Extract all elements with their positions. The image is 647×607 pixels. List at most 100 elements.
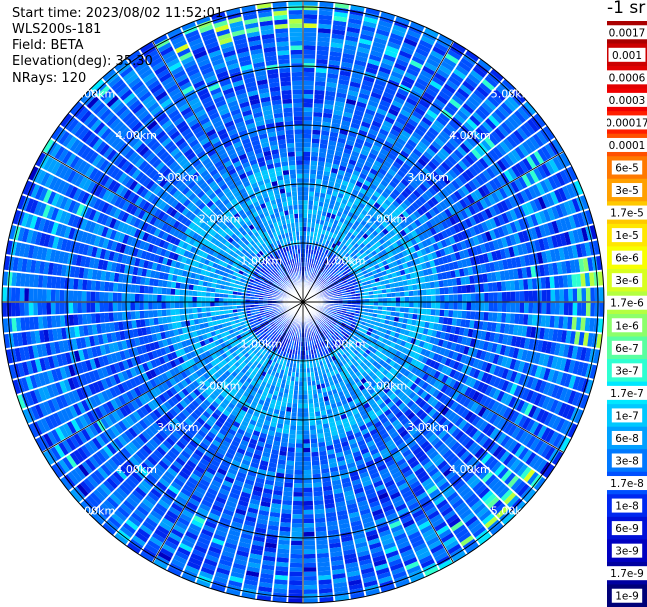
range-gate-cell [349, 154, 358, 162]
range-gate-cell [485, 219, 493, 231]
range-gate-cell [316, 255, 321, 261]
range-gate-cell [344, 144, 354, 151]
range-gate-cell [391, 272, 397, 278]
range-gate-cell [388, 278, 394, 284]
range-gate-cell [524, 290, 529, 302]
range-gate-cell [407, 139, 417, 148]
range-gate-cell [478, 124, 490, 136]
range-gate-cell [303, 178, 310, 183]
range-gate-cell [404, 302, 410, 308]
range-gate-cell [415, 174, 425, 183]
range-gate-cell [397, 169, 406, 178]
range-gate-cell [506, 258, 513, 269]
range-gate-cell [313, 398, 319, 404]
range-gate-cell [311, 151, 319, 157]
range-gate-cell [281, 513, 292, 519]
range-gate-cell [334, 250, 340, 256]
range-gate-cell [339, 254, 345, 260]
range-gate-cell [500, 122, 513, 135]
range-gate-cell [386, 206, 394, 215]
range-gate-cell [552, 156, 563, 171]
range-gate-cell [365, 243, 372, 249]
range-gate-cell [340, 161, 348, 168]
range-gate-cell [329, 284, 335, 288]
range-gate-cell [527, 314, 533, 326]
range-gate-cell [390, 70, 404, 80]
range-gate-cell [331, 33, 345, 40]
range-gate-cell [580, 195, 589, 210]
range-gate-cell [496, 159, 507, 172]
range-gate-cell [444, 294, 449, 302]
range-gate-cell [345, 139, 355, 147]
range-gate-cell [495, 271, 501, 281]
range-gate-cell [433, 258, 440, 267]
range-gate-cell [467, 73, 481, 85]
range-gate-cell [559, 134, 571, 149]
range-gate-cell [528, 254, 535, 266]
range-gate-cell [523, 254, 531, 266]
range-gate-cell [548, 159, 559, 173]
range-gate-cell [378, 298, 383, 302]
range-gate-cell [394, 312, 400, 317]
range-gate-cell [357, 176, 365, 184]
range-gate-cell [505, 235, 513, 247]
range-gate-cell [303, 187, 309, 192]
range-gate-cell [358, 202, 366, 209]
range-gate-cell [303, 545, 316, 550]
range-gate-cell [421, 192, 430, 202]
range-gate-cell [416, 314, 422, 321]
range-gate-cell [303, 478, 312, 484]
range-gate-cell [381, 144, 391, 153]
range-gate-cell [303, 518, 314, 524]
range-gate-cell [443, 247, 451, 256]
range-gate-cell [332, 159, 341, 166]
range-gate-cell [422, 231, 429, 240]
range-gate-cell [402, 262, 409, 269]
range-gate-cell [299, 372, 303, 378]
range-gate-cell [298, 381, 303, 387]
range-gate-cell [337, 169, 345, 176]
range-gate-cell [404, 187, 413, 196]
range-gate-cell [567, 148, 579, 163]
range-gate-cell [493, 228, 501, 239]
range-gate-cell [368, 152, 377, 160]
range-gate-cell [348, 159, 357, 166]
range-gate-cell [347, 263, 353, 268]
range-gate-cell [448, 169, 458, 179]
range-gate-cell [291, 412, 297, 417]
range-gate-cell [342, 250, 348, 256]
range-gate-cell [356, 260, 363, 266]
range-gate-cell [310, 442, 318, 448]
range-gate-cell [515, 256, 522, 268]
range-gate-cell [587, 257, 594, 271]
range-gate-cell [303, 377, 307, 382]
range-gate-cell [534, 226, 543, 239]
range-gate-cell [322, 253, 327, 259]
range-gate-cell [314, 508, 325, 515]
range-gate-cell [377, 293, 383, 298]
range-gate-cell [303, 558, 316, 564]
range-gate-cell [321, 257, 325, 263]
range-gate-cell [401, 190, 409, 199]
range-gate-cell [525, 242, 533, 254]
range-gate-cell [311, 267, 314, 273]
range-gate-cell [594, 287, 600, 302]
range-gate-cell [371, 120, 382, 128]
range-gate-cell [318, 441, 326, 448]
range-gate-cell [393, 254, 400, 261]
range-gate-cell [419, 183, 428, 193]
range-gate-cell [295, 452, 303, 457]
range-gate-cell [599, 302, 604, 317]
range-gate-cell [472, 214, 481, 225]
range-gate-cell [456, 558, 471, 570]
range-gate-cell [285, 469, 294, 475]
range-gate-cell [424, 246, 431, 254]
range-gate-cell [559, 289, 565, 302]
range-gate-cell [354, 109, 364, 117]
range-gate-cell [501, 212, 510, 224]
range-gate-cell [288, 593, 303, 599]
range-gate-cell [289, 567, 303, 572]
range-gate-cell [434, 316, 440, 323]
range-gate-cell [398, 193, 406, 202]
range-gate-cell [403, 199, 412, 207]
